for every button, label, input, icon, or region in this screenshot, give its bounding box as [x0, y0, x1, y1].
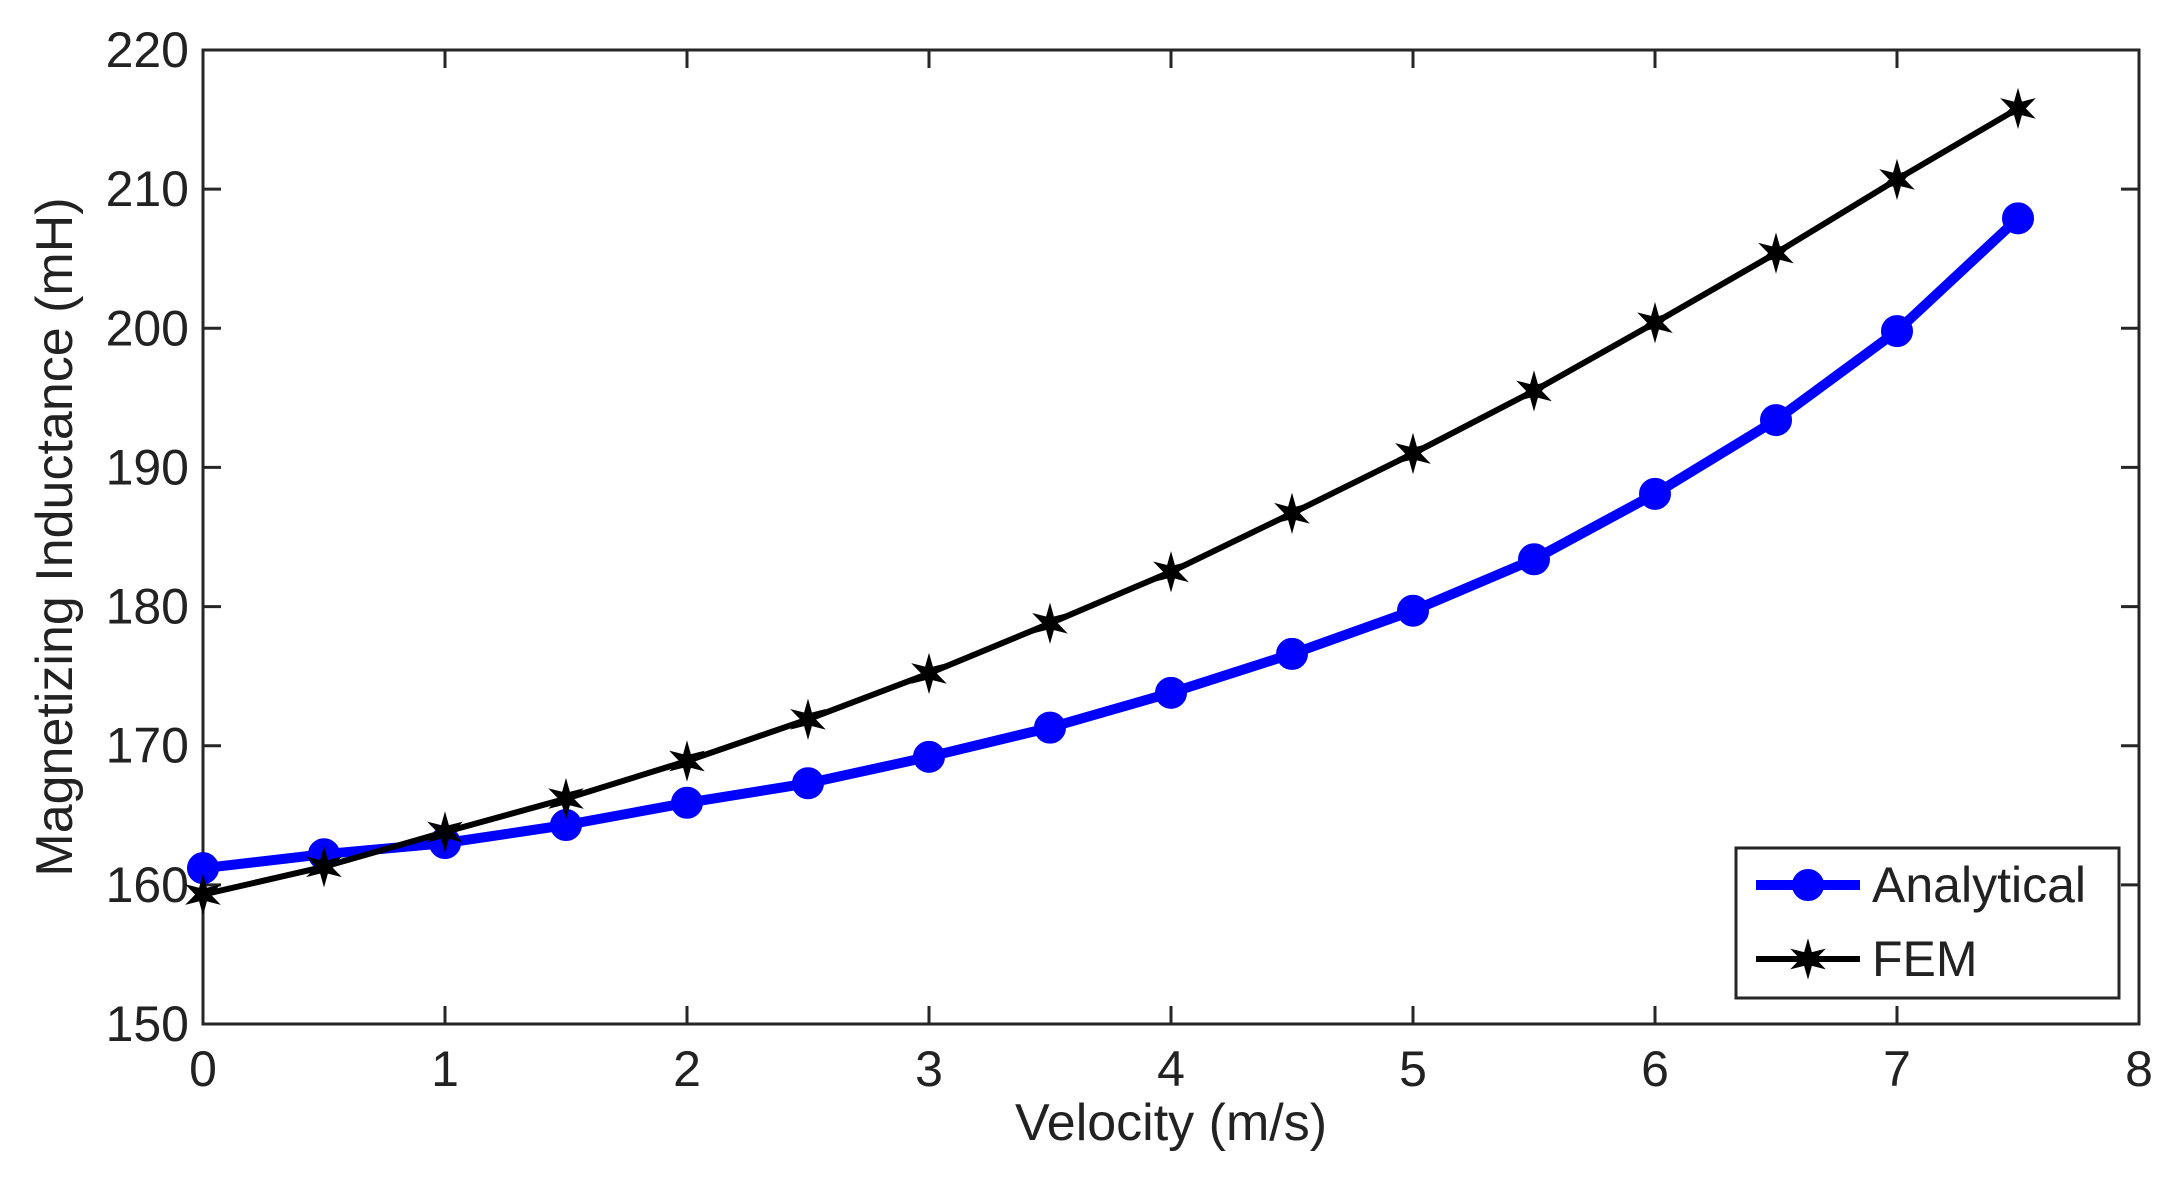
data-point-analytical [1276, 637, 1308, 670]
x-tick-label: 2 [673, 1041, 701, 1097]
x-tick-label: 5 [1399, 1041, 1427, 1097]
data-point-analytical [1397, 594, 1429, 627]
y-tick-label: 220 [106, 22, 189, 78]
data-point-fem [1879, 158, 1915, 201]
x-axis-title: Velocity (m/s) [1015, 1094, 1327, 1152]
data-point-analytical [2002, 202, 2034, 235]
data-point-fem [1032, 602, 1068, 645]
data-point-analytical [1518, 543, 1550, 576]
data-point-fem [2000, 87, 2036, 130]
data-point-analytical [792, 767, 824, 800]
data-point-analytical [913, 740, 945, 773]
data-point-fem [1758, 232, 1794, 274]
legend-label-analytical: Analytical [1872, 857, 2086, 913]
data-point-fem [669, 740, 705, 782]
data-point-analytical [1881, 315, 1913, 348]
axis-ticks: 0 1 2 3 4 5 6 7 8 150 160 170 180 190 200 210 220 [106, 22, 2153, 1097]
data-point-fem [427, 811, 463, 853]
data-point-fem [1637, 301, 1673, 344]
data-point-fem [790, 698, 826, 741]
x-tick-label: 3 [915, 1041, 943, 1097]
y-axis-title: Magnetizing Inductance (mH) [26, 197, 84, 876]
data-point-fem [306, 846, 342, 888]
y-tick-label: 200 [106, 300, 189, 356]
data-point-fem [1274, 492, 1310, 535]
series-line-fem [200, 105, 2021, 898]
y-tick-label: 170 [106, 718, 189, 774]
legend: Analytical FEM [1734, 846, 2121, 1000]
data-point-fem [1395, 432, 1431, 475]
data-point-fem [1153, 551, 1189, 593]
x-tick-label: 4 [1157, 1041, 1185, 1097]
series-layer [185, 87, 2036, 916]
y-tick-label: 210 [106, 161, 189, 217]
x-tick-label: 0 [189, 1041, 217, 1097]
series-line-analytical [198, 213, 2023, 874]
x-tick-label: 6 [1641, 1041, 1669, 1097]
legend-marker-analytical [1792, 869, 1824, 901]
y-tick-label: 190 [106, 439, 189, 495]
data-point-analytical [1760, 404, 1792, 437]
legend-label-fem: FEM [1872, 931, 1978, 987]
data-point-analytical [1155, 676, 1187, 709]
y-tick-label: 150 [106, 996, 189, 1052]
x-tick-label: 7 [1883, 1041, 1911, 1097]
data-point-fem [185, 873, 221, 916]
x-tick-label: 8 [2125, 1041, 2153, 1097]
legend-entries: Analytical FEM [1756, 857, 2086, 987]
y-tick-label: 160 [106, 857, 189, 913]
y-tick-label: 180 [106, 579, 189, 635]
data-point-fem [911, 652, 947, 695]
data-point-fem [548, 777, 584, 820]
data-point-fem [1516, 370, 1552, 412]
data-point-analytical [671, 786, 703, 819]
legend-marker-fem [1790, 938, 1826, 980]
data-point-analytical [1034, 711, 1066, 744]
data-point-analytical [1639, 477, 1671, 510]
x-tick-label: 1 [431, 1041, 459, 1097]
